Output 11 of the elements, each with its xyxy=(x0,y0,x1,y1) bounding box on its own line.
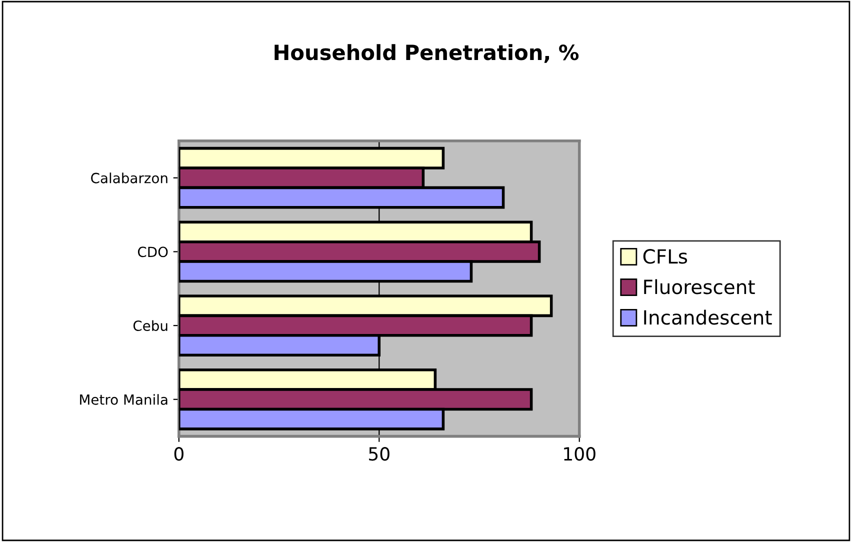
y-tick-label: Metro Manila xyxy=(80,394,168,405)
y-tick-label: Cebu xyxy=(133,320,168,332)
chart-title: Household Penetration, % xyxy=(274,44,579,63)
x-tick-label: 50 xyxy=(369,447,390,461)
legend-label: Fluorescent xyxy=(644,279,755,294)
y-tick-label: CDO xyxy=(138,246,168,258)
x-tick-label: 100 xyxy=(564,447,596,461)
legend-label: Incandescent xyxy=(644,310,772,325)
y-tick-label: Calabarzon xyxy=(91,172,168,184)
legend-label: CFLs xyxy=(643,249,688,264)
x-tick-label: 0 xyxy=(174,447,184,461)
